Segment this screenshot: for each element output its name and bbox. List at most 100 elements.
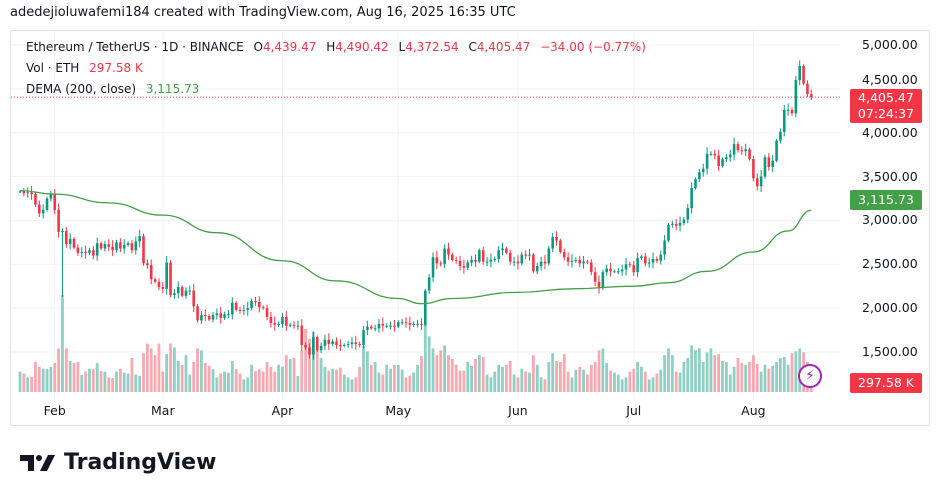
volume-bar: [41, 368, 45, 392]
volume-bar: [366, 351, 369, 392]
candle-body: [497, 250, 500, 260]
price-tick-label: 4,000.00: [862, 124, 918, 140]
candle-body: [161, 287, 165, 289]
candle-body: [435, 257, 439, 264]
volume-bar: [701, 361, 705, 392]
candle-body: [636, 258, 639, 273]
candle-body: [535, 266, 539, 272]
candle-body: [362, 330, 365, 345]
candle-body: [748, 149, 751, 160]
candle-body: [609, 268, 612, 272]
volume-bar: [34, 361, 37, 392]
candle-body: [458, 260, 462, 267]
volume-bar: [219, 373, 223, 392]
volume-bar: [200, 350, 203, 392]
volume-bar: [281, 366, 284, 392]
candle-body: [115, 242, 118, 251]
candle-body: [802, 66, 805, 84]
candle-body: [331, 341, 334, 345]
volume-bar: [173, 347, 176, 392]
volume-bar: [215, 377, 219, 392]
candle-body: [694, 179, 697, 188]
candle-body: [755, 178, 759, 187]
volume-bar: [80, 375, 84, 392]
candle-body: [350, 342, 354, 345]
volume-bar: [512, 374, 516, 392]
candle-body: [381, 323, 385, 326]
candle-body: [779, 131, 782, 141]
candle-body: [713, 153, 717, 156]
volume-bar: [22, 373, 26, 392]
volume-bar: [61, 295, 64, 392]
candle-body: [566, 257, 570, 262]
candle-body: [786, 109, 790, 111]
candle-body: [655, 259, 659, 261]
candle-body: [234, 302, 238, 310]
candle-body: [99, 243, 103, 249]
volume-bar: [740, 362, 744, 392]
candle-body: [157, 281, 161, 288]
candle-body: [192, 290, 195, 307]
candle-body: [138, 236, 141, 242]
volume-bar: [690, 345, 694, 392]
volume-bar: [516, 377, 520, 392]
close-label: C: [468, 40, 477, 54]
volume-bar: [748, 361, 751, 392]
candle-body: [416, 323, 419, 325]
candle-body: [61, 230, 64, 232]
volume-bar: [570, 377, 574, 392]
candle-body: [412, 323, 416, 325]
candle-body: [393, 325, 396, 327]
volume-bar: [531, 355, 535, 392]
volume-bar: [771, 365, 775, 392]
dema-line: [19, 189, 812, 305]
volume-bar: [284, 355, 288, 392]
volume-bar: [794, 351, 798, 392]
candle-body: [49, 194, 53, 199]
volume-bar: [319, 358, 323, 392]
volume-bar: [377, 372, 381, 392]
candle-body: [389, 325, 392, 327]
candle-body: [180, 287, 184, 296]
volume-bar: [338, 367, 342, 392]
volume-bar: [713, 355, 717, 392]
candle-body: [478, 250, 481, 262]
candle-body: [771, 160, 774, 167]
lightning-icon[interactable]: ⚡: [798, 364, 822, 388]
volume-bar: [566, 371, 570, 392]
volume-bar: [736, 358, 740, 392]
volume-bar: [632, 368, 636, 392]
candle-body: [188, 290, 192, 292]
volume-bar: [620, 379, 624, 392]
volume-bar: [555, 360, 558, 392]
time-tick-label: Jun: [508, 403, 528, 418]
candle-body: [130, 243, 134, 251]
candle-body: [57, 209, 60, 232]
candle-body: [300, 325, 304, 345]
candle-body: [705, 153, 709, 169]
tradingview-logo-icon: [20, 454, 55, 471]
change-value: −34.00 (−0.77%): [540, 40, 646, 54]
volume-bar: [416, 364, 419, 392]
volume-bar: [447, 355, 450, 392]
volume-bar: [300, 350, 304, 392]
volume-bar: [30, 376, 33, 392]
candle-body: [659, 254, 663, 261]
volume-bar: [508, 360, 512, 392]
candle-body: [493, 259, 497, 261]
candle-body: [559, 240, 562, 252]
volume-bar: [211, 369, 215, 392]
volume-bar: [474, 359, 477, 392]
candle-body: [358, 344, 361, 346]
volume-bar: [466, 361, 470, 392]
volume-bar: [157, 343, 161, 392]
candle-body: [725, 157, 728, 160]
candle-body: [721, 159, 724, 167]
volume-bar: [242, 379, 246, 392]
volume-bar: [111, 377, 115, 392]
candle-body: [385, 325, 388, 327]
volume-bar: [296, 375, 300, 392]
volume-bar: [636, 361, 639, 392]
candle-body: [53, 194, 57, 210]
